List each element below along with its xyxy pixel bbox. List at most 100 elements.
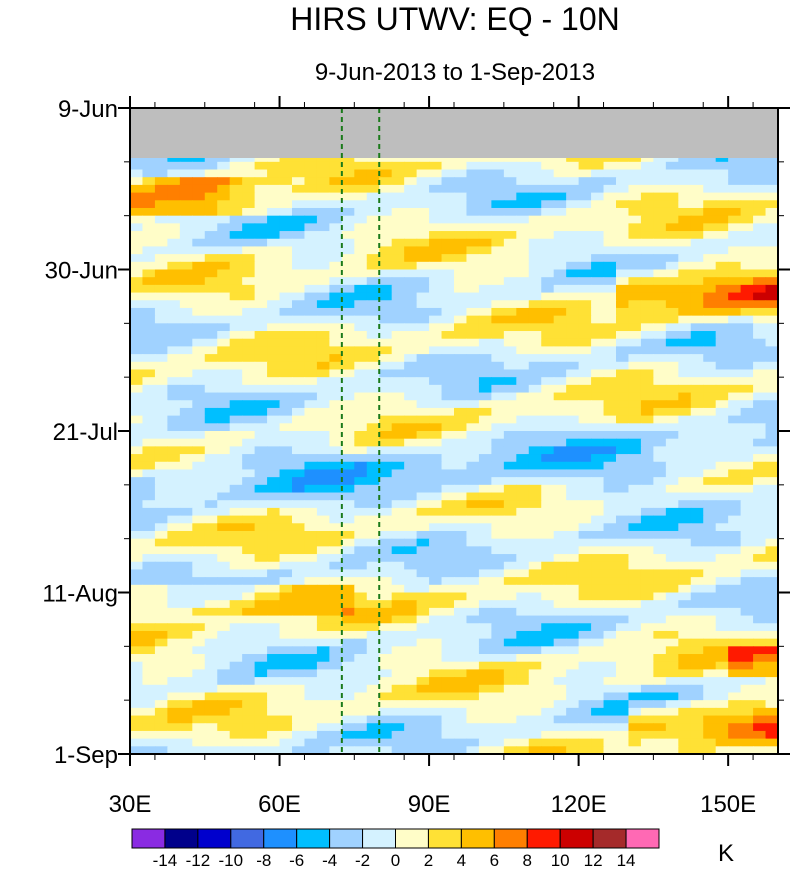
heatmap-cell (628, 169, 642, 178)
heatmap-cell (678, 723, 692, 732)
heatmap-cell (167, 307, 181, 317)
heatmap-cell (616, 446, 630, 455)
heatmap-cell (366, 400, 380, 409)
heatmap-cell (503, 661, 517, 670)
heatmap-cell (217, 215, 231, 224)
heatmap-cell (703, 692, 717, 701)
heatmap-cell (753, 523, 767, 532)
heatmap-cell (591, 477, 605, 486)
heatmap-cell (703, 192, 717, 201)
heatmap-cell (267, 292, 281, 301)
heatmap-cell (765, 623, 779, 632)
heatmap-cell (566, 446, 580, 455)
heatmap-cell (466, 630, 480, 640)
heatmap-cell (653, 738, 667, 747)
heatmap-cell (503, 277, 517, 286)
heatmap-cell (267, 207, 281, 217)
heatmap-cell (254, 615, 268, 624)
heatmap-cell (341, 369, 355, 378)
heatmap-cell (441, 246, 455, 255)
heatmap-cell (728, 254, 742, 263)
heatmap-cell (229, 623, 243, 632)
heatmap-cell (703, 307, 717, 317)
heatmap-cell (528, 600, 542, 609)
heatmap-cell (279, 654, 293, 663)
heatmap-cell (765, 607, 779, 617)
heatmap-cell (591, 246, 605, 255)
heatmap-cell (616, 215, 630, 224)
heatmap-cell (229, 284, 243, 294)
heatmap-cell (553, 523, 567, 532)
heatmap-cell (391, 354, 405, 363)
heatmap-cell (429, 161, 443, 171)
heatmap-cell (765, 730, 779, 740)
heatmap-cell (616, 315, 630, 324)
heatmap-cell (678, 484, 692, 494)
heatmap-cell (491, 407, 505, 417)
heatmap-cell (192, 407, 206, 417)
heatmap-cell (591, 284, 605, 294)
heatmap-cell (167, 415, 181, 424)
heatmap-cell (715, 661, 729, 670)
heatmap-cell (553, 454, 567, 463)
heatmap-cell (628, 569, 642, 578)
heatmap-cell (578, 384, 592, 394)
heatmap-cell (591, 261, 605, 271)
heatmap-cell (167, 646, 181, 655)
heatmap-cell (167, 184, 181, 194)
heatmap-cell (279, 384, 293, 394)
heatmap-cell (740, 461, 754, 471)
heatmap-cell (429, 300, 443, 309)
heatmap-cell (229, 569, 243, 578)
heatmap-cell (703, 361, 717, 371)
heatmap-cell (466, 392, 480, 401)
heatmap-cell (603, 746, 617, 755)
heatmap-cell (379, 484, 393, 494)
heatmap-cell (715, 192, 729, 201)
heatmap-cell (653, 592, 667, 601)
heatmap-cell (591, 331, 605, 340)
heatmap-cell (366, 415, 380, 424)
heatmap-cell (167, 361, 181, 371)
heatmap-cell (690, 669, 704, 678)
heatmap-cell (503, 446, 517, 455)
heatmap-cell (292, 661, 306, 670)
heatmap-cell (765, 546, 779, 555)
heatmap-cell (753, 654, 767, 663)
heatmap-cell (753, 423, 767, 432)
heatmap-cell (566, 369, 580, 378)
heatmap-cell (653, 723, 667, 732)
heatmap-cell (279, 392, 293, 401)
heatmap-cell (466, 254, 480, 263)
heatmap-cell (728, 646, 742, 655)
heatmap-cell (478, 446, 492, 455)
heatmap-cell (179, 154, 193, 163)
heatmap-cell (653, 154, 667, 163)
heatmap-cell (703, 423, 717, 432)
heatmap-cell (204, 431, 218, 440)
heatmap-cell (528, 669, 542, 678)
heatmap-cell (578, 331, 592, 340)
heatmap-cell (703, 407, 717, 417)
heatmap-cell (379, 723, 393, 732)
heatmap-cell (441, 654, 455, 663)
heatmap-cell (179, 377, 193, 386)
heatmap-cell (279, 684, 293, 694)
heatmap-cell (167, 269, 181, 278)
heatmap-cell (628, 623, 642, 632)
heatmap-cell (304, 323, 318, 332)
heatmap-cell (591, 338, 605, 347)
heatmap-cell (728, 192, 742, 201)
heatmap-cell (503, 284, 517, 294)
heatmap-cell (603, 561, 617, 571)
heatmap-cell (678, 407, 692, 417)
heatmap-cell (703, 638, 717, 647)
heatmap-cell (441, 661, 455, 670)
heatmap-cell (154, 461, 168, 471)
heatmap-cell (354, 561, 368, 571)
heatmap-cell (715, 315, 729, 324)
heatmap-cell (503, 623, 517, 632)
heatmap-cell (491, 461, 505, 471)
heatmap-cell (715, 600, 729, 609)
heatmap-cell (616, 469, 630, 478)
